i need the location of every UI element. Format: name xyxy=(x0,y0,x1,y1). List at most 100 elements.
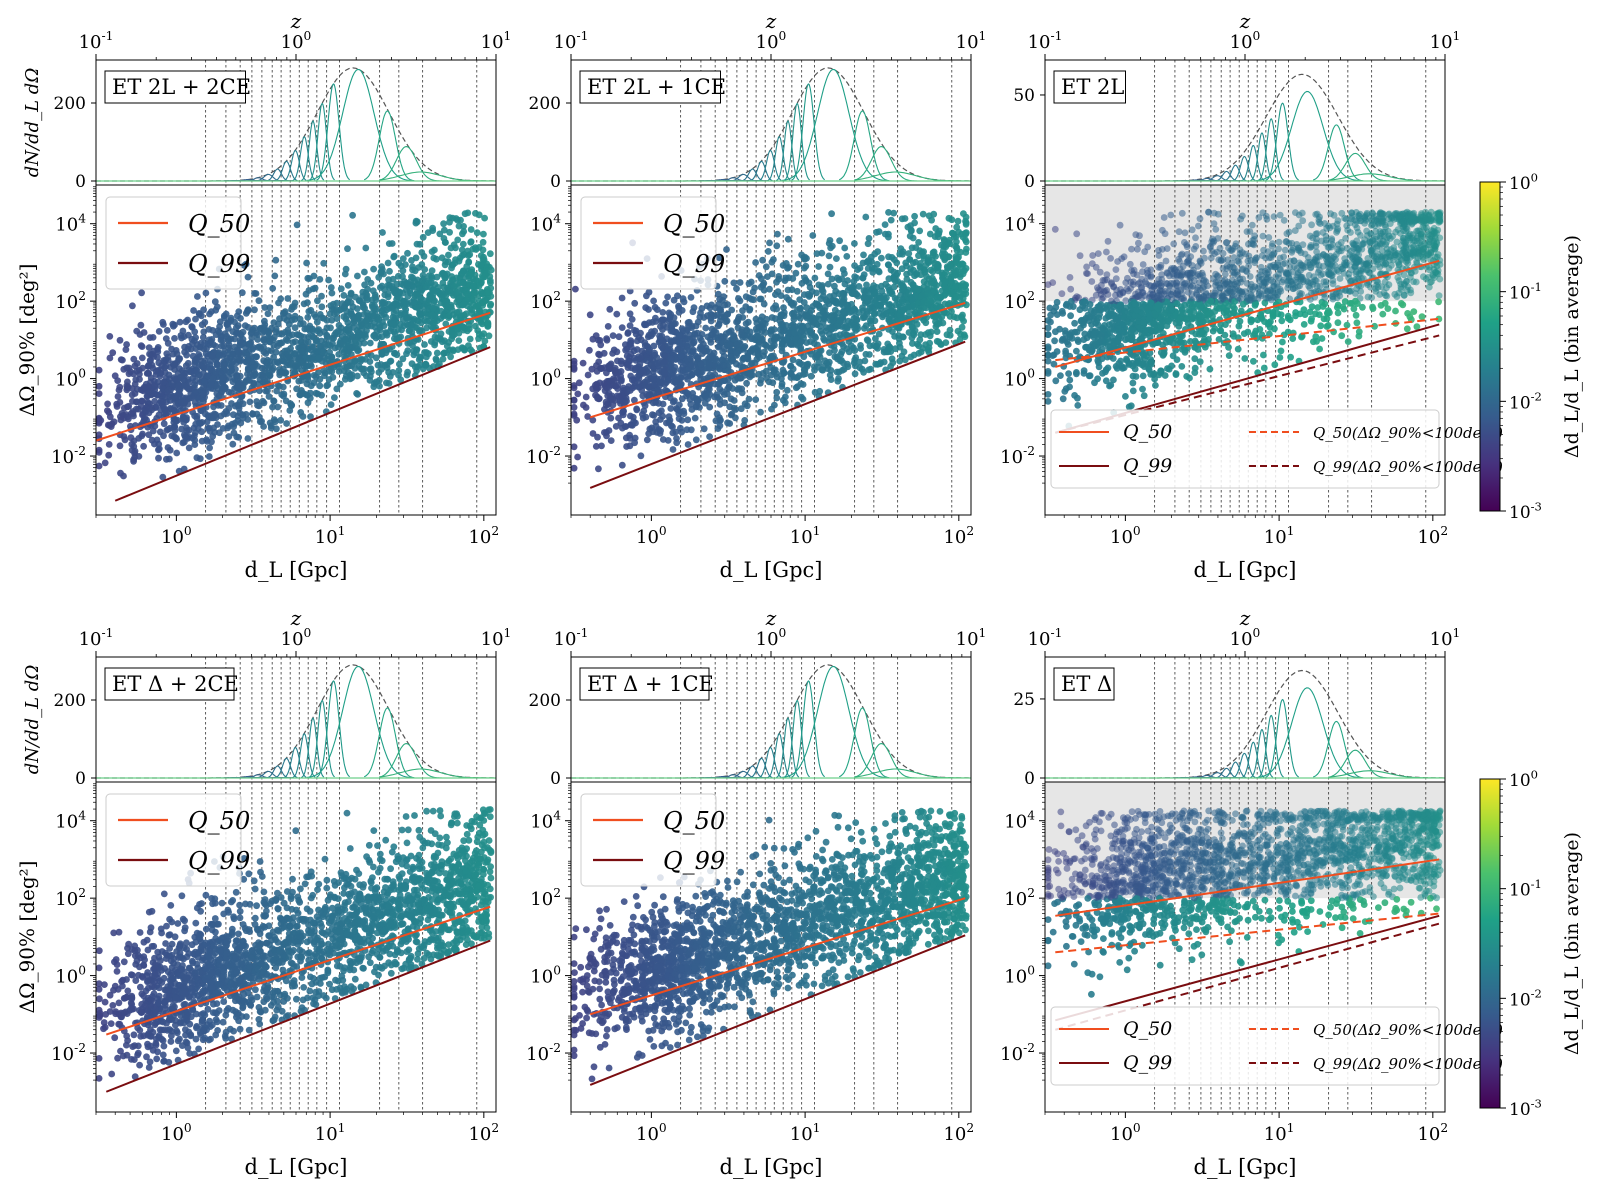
scatter-point xyxy=(574,453,581,461)
scatter-point xyxy=(851,240,858,247)
scatter-point xyxy=(800,353,808,361)
scatter-point xyxy=(430,254,438,262)
scatter-point xyxy=(417,354,424,362)
scatter-point xyxy=(891,333,898,340)
scatter-point xyxy=(431,246,438,254)
scatter-point xyxy=(212,368,220,376)
scatter-point xyxy=(249,410,256,418)
scatter-point xyxy=(901,356,909,364)
scatter-point xyxy=(264,387,271,395)
scatter-point xyxy=(683,426,691,434)
scatter-point xyxy=(449,332,456,340)
scatter-point xyxy=(768,270,776,278)
scatter-point xyxy=(288,306,295,313)
scatter-point xyxy=(595,465,602,473)
scatter-point xyxy=(697,361,705,368)
scatter-point xyxy=(886,301,894,308)
scatter-point xyxy=(916,227,924,235)
scatter-point xyxy=(622,346,629,354)
legend: Q_50Q_99 xyxy=(105,196,250,290)
dn-bin-curve xyxy=(316,83,351,181)
scatter-point xyxy=(308,356,316,363)
scatter-point xyxy=(952,255,960,263)
scatter-point xyxy=(870,342,877,349)
scatter-point xyxy=(926,230,934,238)
top-ytick-label: 0 xyxy=(75,172,86,192)
scatter-point xyxy=(704,364,711,372)
scatter-point xyxy=(299,413,307,420)
dn-bin-curve xyxy=(1222,164,1247,182)
xtick-label: 100 xyxy=(161,524,192,548)
scatter-point xyxy=(813,353,821,361)
scatter-point xyxy=(859,314,867,322)
scatter-point xyxy=(375,369,383,376)
scatter-point xyxy=(128,391,136,399)
dn-bin-curve xyxy=(766,136,791,182)
scatter-point xyxy=(789,275,797,282)
scatter-point xyxy=(390,309,398,317)
xtick-label: 101 xyxy=(315,524,346,548)
panel-title-box: ET 2L xyxy=(1053,70,1126,104)
scatter-point xyxy=(370,332,378,340)
scatter-point xyxy=(95,418,103,426)
scatter-point xyxy=(827,376,835,383)
scatter-point xyxy=(129,302,136,310)
scatter-point xyxy=(354,272,361,280)
scatter-point xyxy=(118,410,126,417)
panel-title: ET 2L + 2CE xyxy=(112,75,251,99)
scatter-point xyxy=(416,310,423,317)
ztick-label: 10-1 xyxy=(1028,29,1063,53)
scatter-point xyxy=(403,299,410,306)
scatter-point xyxy=(151,440,158,448)
scatter-point xyxy=(851,273,859,280)
scatter-point xyxy=(819,366,827,374)
dn-bin-curve xyxy=(1313,124,1364,182)
scatter-point xyxy=(244,356,251,363)
scatter-point xyxy=(191,441,199,448)
scatter-point xyxy=(707,314,714,322)
scatter-point xyxy=(570,396,578,404)
scatter-point xyxy=(397,333,405,341)
scatter-point xyxy=(807,327,814,334)
scatter-point xyxy=(810,339,818,347)
scatter-point xyxy=(881,221,889,229)
scatter-point xyxy=(405,280,412,288)
scatter-point xyxy=(160,378,167,386)
scatter-point xyxy=(639,392,647,400)
scatter-point xyxy=(160,432,167,440)
scatter-point xyxy=(95,382,103,390)
scatter-point xyxy=(584,371,592,379)
scatter-point xyxy=(204,340,212,348)
scatter-point xyxy=(181,399,189,406)
scatter-point xyxy=(304,299,311,306)
scatter-point xyxy=(947,277,955,285)
zlabel: z xyxy=(1239,9,1251,33)
scatter-point xyxy=(757,333,765,341)
scatter-point xyxy=(234,347,242,355)
scatter-point xyxy=(384,259,392,267)
scatter-point xyxy=(720,362,728,369)
scatter-point xyxy=(354,372,361,380)
scatter-point xyxy=(606,377,614,385)
scatter-point xyxy=(823,311,831,319)
scatter-point xyxy=(446,228,453,236)
scatter-point xyxy=(688,406,696,413)
scatter-point xyxy=(675,415,683,423)
scatter-point xyxy=(897,291,905,299)
scatter-point xyxy=(443,270,451,278)
scatter-point xyxy=(113,403,121,410)
scatter-point xyxy=(325,276,332,284)
scatter-point xyxy=(762,263,770,271)
scatter-point xyxy=(180,376,188,384)
scatter-point xyxy=(336,380,344,388)
scatter-point xyxy=(273,387,280,395)
scatter-point xyxy=(952,283,959,290)
scatter-point xyxy=(455,337,463,344)
scatter-point xyxy=(171,335,178,342)
scatter-point xyxy=(858,365,866,373)
scatter-point xyxy=(724,390,731,398)
scatter-point xyxy=(759,256,766,264)
scatter-point xyxy=(105,441,113,448)
scatter-point xyxy=(856,358,864,366)
scatter-point xyxy=(615,414,622,422)
